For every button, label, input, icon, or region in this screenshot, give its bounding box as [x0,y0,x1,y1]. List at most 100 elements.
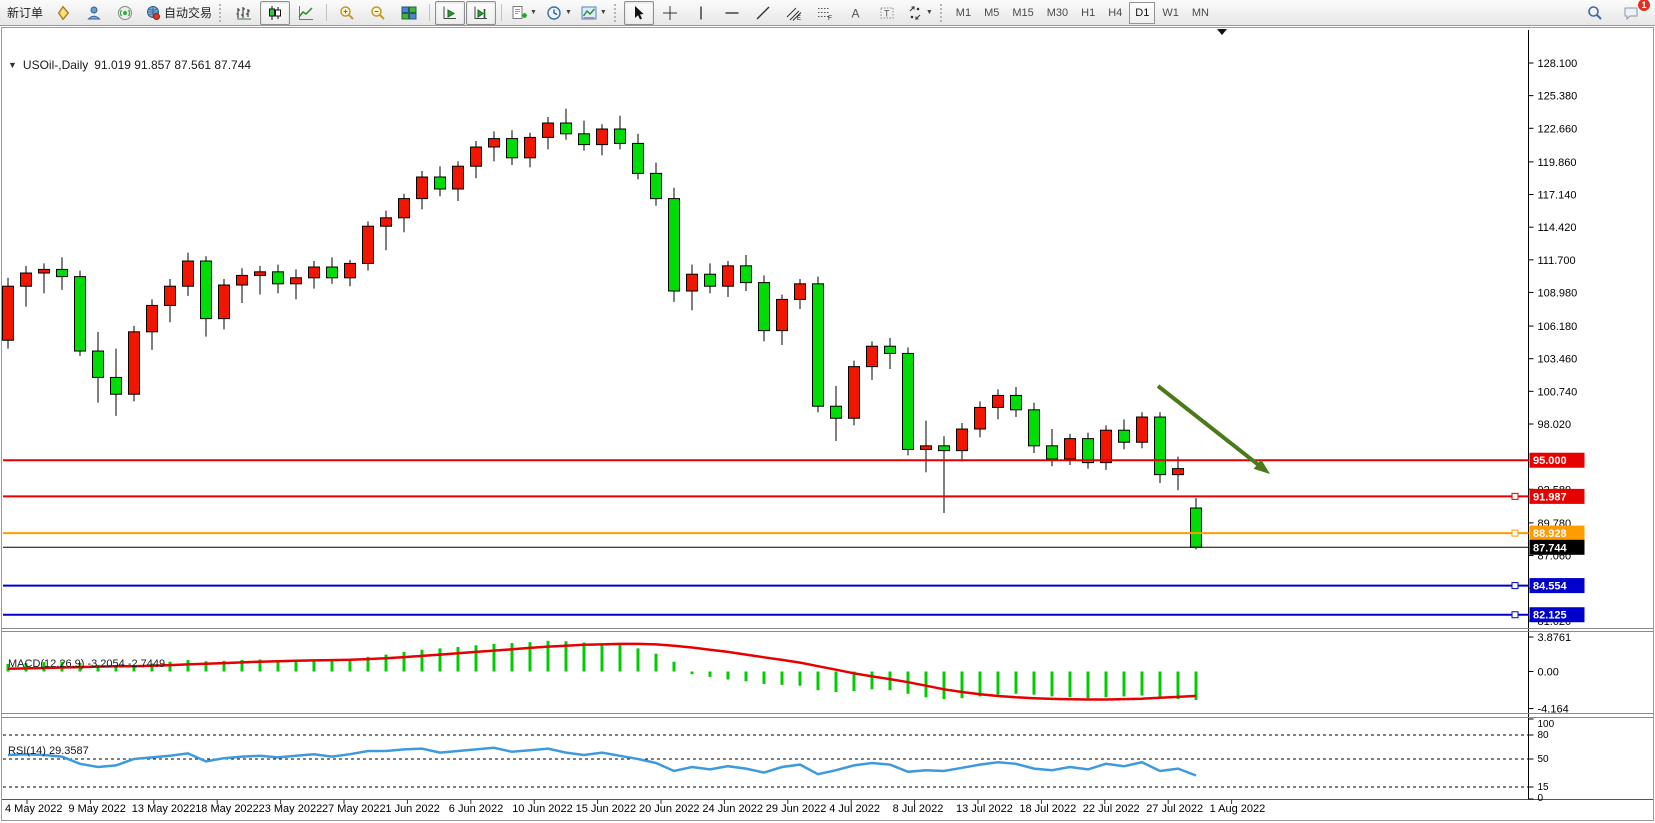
text-tool-button[interactable]: A [841,1,871,25]
trendline-icon [755,5,771,21]
svg-text:13 May 2022: 13 May 2022 [132,803,196,815]
trend-arrow-annotation[interactable] [1156,384,1270,474]
svg-text:0: 0 [1538,793,1544,804]
svg-text:20 Jun 2022: 20 Jun 2022 [639,803,700,815]
chart-menu-icon[interactable]: ▼ [8,60,17,70]
svg-text:122.660: 122.660 [1538,123,1578,135]
svg-text:125.380: 125.380 [1538,91,1578,103]
svg-text:114.420: 114.420 [1538,222,1577,234]
bar-marker-icon[interactable] [1217,29,1227,35]
new-order-button[interactable]: 新订单 [3,1,47,25]
autotrading-button[interactable]: 自动交易 [141,1,216,25]
new-order-label: 新订单 [7,6,44,20]
svg-text:18 Jul 2022: 18 Jul 2022 [1019,803,1076,815]
toolbar-separator [501,4,503,21]
timeframe-mn-button[interactable]: MN [1191,6,1209,19]
svg-text:E: E [797,16,801,21]
notifications-button[interactable]: 1 [1616,0,1651,25]
line-chart-mode-button[interactable] [291,1,321,25]
rsi-indicator-label: RSI(14) 29.3587 [8,745,89,757]
dropdown-caret: ▼ [925,9,933,16]
svg-text:82.125: 82.125 [1533,610,1567,622]
timeframe-m1-button[interactable]: M1 [955,6,972,19]
timeframe-d1-button[interactable]: D1 [1129,1,1156,24]
auto-scroll-button[interactable] [435,0,466,25]
chart-shift-button[interactable] [466,0,497,25]
crosshair-tool-button[interactable] [655,1,685,25]
dropdown-caret: ▼ [530,9,537,16]
market-watch-button[interactable] [48,1,78,25]
svg-text:24 Jun 2022: 24 Jun 2022 [702,803,763,815]
gold-diamond-icon [55,5,71,21]
date-axis[interactable]: 4 May 2022 9 May 2022 13 May 2022 18 May 20… [5,800,1265,815]
svg-text:88.928: 88.928 [1533,528,1567,540]
svg-text:108.980: 108.980 [1538,287,1578,299]
zoom-out-button[interactable] [363,1,393,25]
svg-text:18 May 2022: 18 May 2022 [195,803,259,815]
chart-window: 92.58084.340128.100125.380122.660119.860… [0,26,1655,823]
template-chart-icon [581,5,597,21]
timeframe-m5-button[interactable]: M5 [984,6,1000,19]
signal-icon [117,5,133,21]
toolbar-separator [429,4,431,21]
timeframe-h1-button[interactable]: H1 [1081,6,1096,19]
macd-panel[interactable]: 3.8761 0.00 -4.164 [6,632,1571,716]
svg-text:117.140: 117.140 [1538,190,1577,202]
dropdown-caret: ▼ [599,9,607,16]
candles[interactable] [2,108,1202,550]
svg-text:119.860: 119.860 [1538,157,1577,169]
fibonacci-icon: F [817,5,833,21]
trendline-tool-button[interactable] [748,1,778,25]
svg-text:F: F [828,15,832,21]
zoom-in-button[interactable] [332,1,362,25]
svg-text:0.00: 0.00 [1538,667,1559,679]
indicators-button[interactable]: ▼ [507,1,541,25]
bar-chart-mode-button[interactable] [229,1,259,25]
svg-text:4 Jul 2022: 4 Jul 2022 [829,803,880,815]
crosshair-icon [662,5,678,21]
toolbar-drag-handle [613,3,619,22]
horizontal-line-tool-button[interactable] [717,1,747,25]
timeframe-m15-button[interactable]: M15 [1012,6,1034,19]
chart-symbol-label: USOil-,Daily [22,58,89,72]
autotrading-icon [145,5,161,21]
vertical-line-tool-button[interactable] [686,1,716,25]
toolbar-separator [326,4,328,21]
periods-button[interactable]: ▼ [542,1,576,25]
fibonacci-tool-button[interactable]: F [810,1,840,25]
svg-text:8 Jul 2022: 8 Jul 2022 [893,803,944,815]
candlestick-icon [267,5,283,21]
cursor-icon [631,5,647,21]
navigator-button[interactable] [79,1,109,25]
svg-text:128.100: 128.100 [1538,58,1578,70]
text-label-tool-button[interactable]: T [872,1,902,25]
channel-tool-button[interactable]: E [779,1,809,25]
arrows-tool-button[interactable]: ▼ [903,1,937,25]
svg-text:-4.164: -4.164 [1538,704,1569,716]
price-level-lines[interactable]: 95.000 91.987 88.928 87.744 84.554 82.125 [3,452,1585,623]
signals-button[interactable] [110,1,140,25]
cursor-tool-button[interactable] [623,0,654,25]
svg-text:84.554: 84.554 [1533,581,1568,593]
equidistant-channel-icon: E [786,5,802,21]
tile-windows-button[interactable] [394,1,424,25]
price-chart-canvas[interactable]: 92.58084.340128.100125.380122.660119.860… [0,26,1655,823]
svg-text:80: 80 [1538,730,1550,741]
svg-text:91.987: 91.987 [1533,491,1567,503]
timeframe-w1-button[interactable]: W1 [1162,6,1179,19]
svg-text:23 May 2022: 23 May 2022 [259,803,323,815]
svg-text:A: A [851,6,859,20]
candlestick-mode-button[interactable] [260,0,291,25]
svg-text:29 Jun 2022: 29 Jun 2022 [766,803,827,815]
svg-text:22 Jul 2022: 22 Jul 2022 [1083,803,1140,815]
search-button[interactable] [1580,1,1610,25]
svg-text:50: 50 [1538,754,1550,765]
bar-chart-icon [236,5,252,21]
toolbar-drag-handle [939,3,945,22]
templates-button[interactable]: ▼ [577,1,611,25]
toolbar-drag-handle [219,3,224,22]
timeframe-h4-button[interactable]: H4 [1108,6,1123,19]
chat-bubble-icon [1623,5,1640,21]
timeframe-m30-button[interactable]: M30 [1046,6,1069,19]
